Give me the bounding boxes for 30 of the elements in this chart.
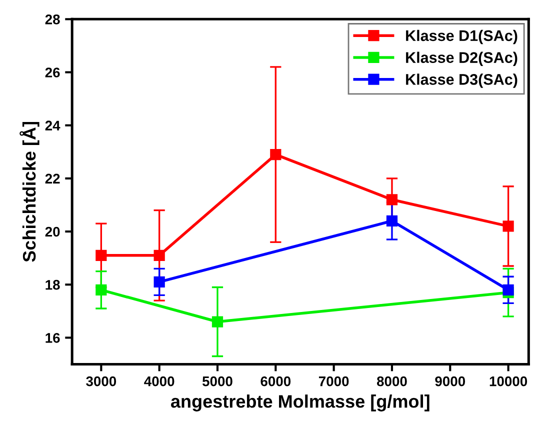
point [96,250,107,261]
x-tick-label: 6000 [260,376,291,386]
point [386,194,398,206]
x-tick-label: 5000 [202,376,232,386]
point [212,316,224,328]
x-tick-label: 8000 [376,376,407,386]
y-tick-label: 24 [45,120,60,130]
y-tick-label: 22 [45,174,60,184]
legend-label: Klasse D2(SAc) [406,52,518,66]
legend-label: Klasse D1(SAc) [406,30,518,44]
y-tick-label: 20 [45,226,60,237]
y-axis-title: Schichtdicke [Å] [20,122,40,262]
point [502,284,514,296]
legend-label: Klasse D3(SAc) [406,74,518,88]
x-tick-label: 4000 [144,376,174,386]
x-tick-label: 9000 [435,376,466,386]
point [96,284,107,296]
point [154,250,165,261]
y-tick-label: 16 [46,333,60,343]
y-tick-label: 18 [46,280,60,290]
x-axis-title: angestrebte Molmasse [g/mol] [170,394,430,412]
point [386,215,398,226]
x-tick-label: 10000 [490,376,528,386]
y-tick-label: 26 [45,68,60,78]
x-tick-label: 7000 [318,376,349,386]
y-tick-label: 28 [45,14,60,24]
x-tick-label: 3000 [86,376,116,386]
point [502,220,514,232]
point [154,276,165,288]
point [270,148,282,160]
